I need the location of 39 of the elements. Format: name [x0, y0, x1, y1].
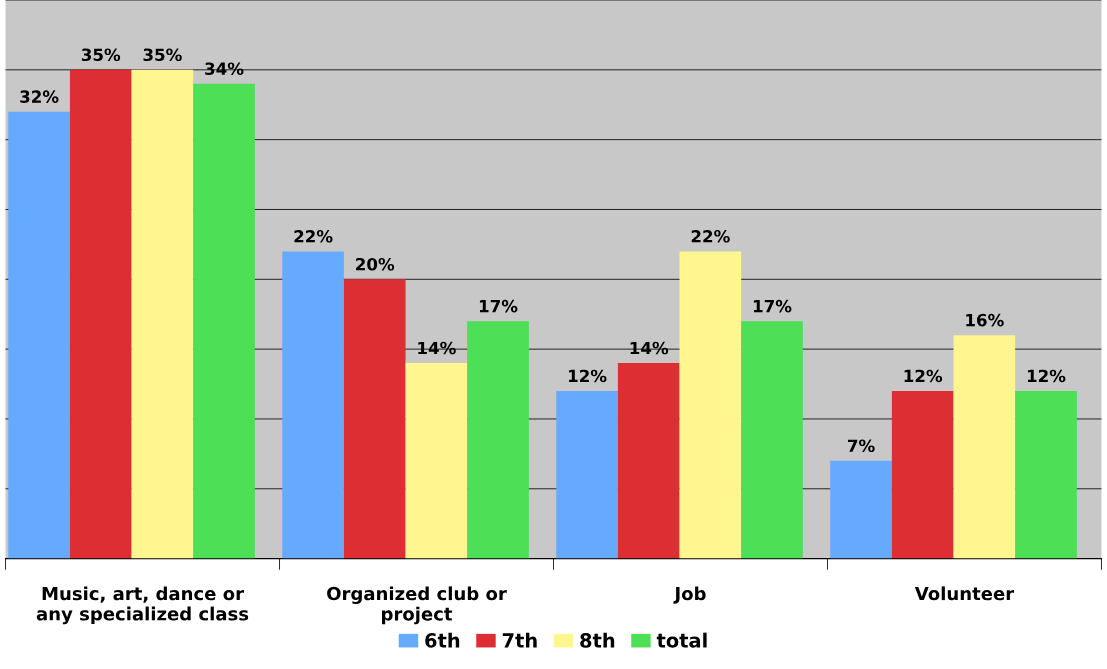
- x-tick-label: Organized club or project: [327, 586, 507, 625]
- bar: [891, 391, 954, 559]
- data-label: 12%: [904, 369, 943, 383]
- data-label: 22%: [294, 229, 333, 243]
- data-label: 14%: [418, 341, 456, 355]
- bar: [679, 251, 742, 559]
- data-label: 7%: [848, 439, 875, 453]
- data-label: 17%: [479, 299, 518, 313]
- data-label: 17%: [753, 299, 792, 313]
- legend-label: 7th: [502, 632, 537, 648]
- bar: [8, 111, 70, 559]
- legend-label: total: [656, 632, 707, 648]
- data-label: 35%: [81, 48, 121, 62]
- bar: [131, 69, 194, 559]
- x-tick-label: Music, art, dance or any specialized class: [36, 586, 249, 625]
- data-label: 14%: [630, 341, 669, 355]
- bar: [617, 363, 680, 559]
- legend-label: 8th: [580, 632, 615, 648]
- bar: [405, 363, 468, 559]
- data-label: 20%: [356, 257, 395, 271]
- bar: [1015, 391, 1077, 559]
- data-label: 16%: [966, 313, 1004, 327]
- bar: [467, 321, 529, 559]
- data-label: 22%: [691, 229, 730, 243]
- data-label: 12%: [1027, 369, 1066, 383]
- bar: [69, 69, 132, 559]
- bar: [193, 83, 255, 559]
- bar: [953, 335, 1016, 559]
- data-label: 35%: [143, 48, 182, 62]
- bar: [741, 321, 803, 559]
- x-tick-label: Volunteer: [914, 586, 1015, 601]
- x-tick-label: Job: [673, 586, 706, 604]
- legend-label: 6th: [425, 632, 460, 648]
- data-label: 12%: [569, 369, 607, 383]
- bar: [282, 251, 344, 559]
- bar: [556, 391, 618, 559]
- bar: [830, 460, 892, 559]
- data-label: 32%: [20, 90, 59, 103]
- bar: [343, 279, 406, 559]
